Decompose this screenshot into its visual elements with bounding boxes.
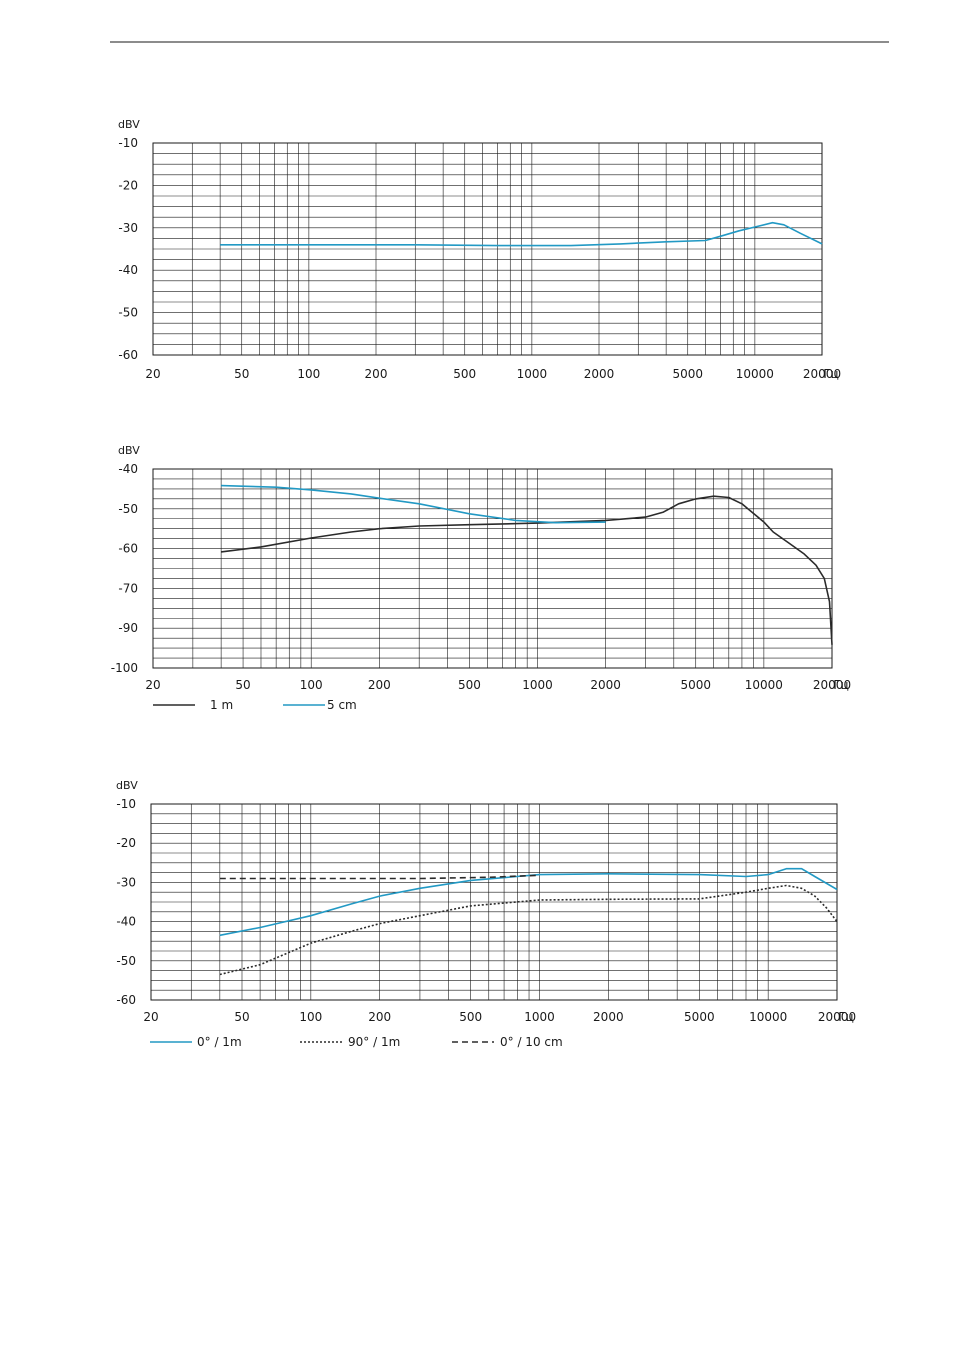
x-tick-label: 20000	[818, 1010, 856, 1024]
x-tick-label: 2000	[584, 367, 615, 381]
x-tick-label: 500	[458, 678, 481, 692]
y-tick-label: -60	[118, 348, 138, 362]
y-tick-label: -50	[118, 502, 138, 516]
series-line	[220, 221, 823, 247]
y-tick-label: -40	[118, 462, 138, 476]
series-line	[219, 867, 838, 937]
x-tick-label: 50	[235, 678, 250, 692]
x-tick-label: 100	[299, 1010, 322, 1024]
x-tick-label: 20000	[803, 367, 841, 381]
y-tick-label: -10	[116, 797, 136, 811]
y-tick-label: -10	[118, 136, 138, 150]
x-tick-label: 10000	[749, 1010, 787, 1024]
y-tick-label: -100	[111, 661, 138, 675]
legend-label: 5 cm	[327, 698, 357, 712]
y-axis-label: dBV	[118, 444, 140, 457]
x-tick-label: 1000	[517, 367, 548, 381]
x-axis-unit: Гц	[823, 367, 839, 381]
y-tick-label: -70	[118, 581, 138, 595]
chart-frequency-response-angle: -10 -20 -30 -40 -50 -60 dBV 20 50 100 200 500 1000 20…	[116, 779, 856, 1049]
legend-label: 0° / 10 cm	[500, 1035, 563, 1049]
plot-frame	[150, 803, 838, 1001]
y-tick-label: -40	[118, 263, 138, 277]
legend-label: 90° / 1m	[348, 1035, 400, 1049]
x-tick-label: 1000	[524, 1010, 555, 1024]
plot-frame	[152, 142, 823, 356]
x-tick-label: 1000	[522, 678, 553, 692]
y-tick-label: -40	[116, 915, 136, 929]
x-tick-label: 5000	[680, 678, 711, 692]
x-tick-label: 200	[368, 1010, 391, 1024]
y-tick-label: -60	[118, 542, 138, 556]
x-tick-label: 100	[300, 678, 323, 692]
x-tick-label: 20000	[813, 678, 851, 692]
x-tick-label: 20	[145, 367, 160, 381]
x-tick-label: 50	[234, 1010, 249, 1024]
x-tick-label: 10000	[745, 678, 783, 692]
y-axis-label: dBV	[116, 779, 138, 792]
x-axis-unit: Гц	[833, 678, 849, 692]
legend-label: 0° / 1m	[197, 1035, 242, 1049]
y-tick-label: -50	[118, 306, 138, 320]
y-tick-label: -90	[118, 621, 138, 635]
x-tick-label: 2000	[590, 678, 621, 692]
x-axis-unit: Гц	[838, 1010, 854, 1024]
x-tick-label: 500	[453, 367, 476, 381]
x-tick-label: 100	[297, 367, 320, 381]
legend-label: 1 m	[210, 698, 233, 712]
plot-frame	[152, 468, 833, 669]
x-tick-label: 200	[368, 678, 391, 692]
chart-frequency-response-1: -10 -20 -30 -40 -50 -60 dBV 20 50 100 200 500 1000 20…	[118, 118, 841, 381]
y-tick-label: -60	[116, 993, 136, 1007]
y-tick-label: -20	[118, 178, 138, 192]
chart-frequency-response-proximity: -40 -50 -60 -70 -90 -100 dBV 20 50 100 200 500 1000 2…	[111, 444, 851, 712]
x-tick-label: 200	[365, 367, 388, 381]
y-tick-label: -30	[116, 875, 136, 889]
series-line	[221, 495, 833, 645]
x-tick-label: 5000	[684, 1010, 715, 1024]
x-tick-label: 500	[459, 1010, 482, 1024]
series-line	[219, 884, 838, 976]
y-axis-label: dBV	[118, 118, 140, 131]
x-tick-label: 50	[234, 367, 249, 381]
y-tick-label: -20	[116, 836, 136, 850]
x-tick-label: 5000	[672, 367, 703, 381]
series-line	[221, 484, 606, 524]
y-tick-label: -30	[118, 221, 138, 235]
y-tick-label: -50	[116, 954, 136, 968]
series-line	[219, 874, 540, 880]
x-tick-label: 20	[145, 678, 160, 692]
x-tick-label: 10000	[736, 367, 774, 381]
x-tick-label: 2000	[593, 1010, 624, 1024]
x-tick-label: 20	[143, 1010, 158, 1024]
